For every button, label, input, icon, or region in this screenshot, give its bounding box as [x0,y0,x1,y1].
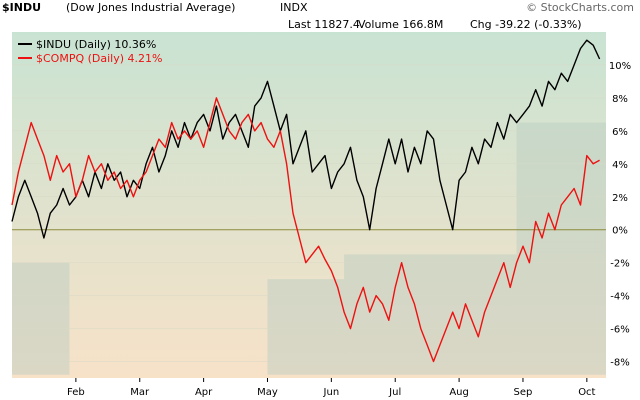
x-tick-label: Feb [67,387,85,398]
x-tick-label: Jul [388,387,401,398]
volume-readout: Volume 166.8M [358,18,444,31]
series-line-0 [11,39,601,239]
band-2 [344,254,517,375]
brand-logo: © StockCharts.com [526,1,634,14]
x-axis: Feb Mar Apr May Jun Jul Aug Sep Oct [67,378,596,398]
y-tick-label: -4% [610,292,629,303]
y-tick-label: 2% [612,193,628,204]
y-tick-label: -2% [610,259,629,270]
x-tick-label: Jun [323,387,340,398]
index-title: (Dow Jones Industrial Average) [66,1,236,14]
x-tick-label: Mar [130,387,150,398]
change-readout: Chg -39.22 (-0.33%) [470,18,582,31]
band-0 [12,262,70,375]
symbol-label: $INDU [2,1,42,14]
chart-header: $INDU (Dow Jones Industrial Average) IND… [0,0,640,32]
band-3 [516,122,606,375]
y-tick-label: 4% [612,160,628,171]
y-tick-label: 6% [612,127,628,138]
y-tick-label: -8% [610,358,629,369]
x-tick-label: Sep [514,387,533,398]
legend-entry-compq: $COMPQ (Daily) 4.21% [36,52,162,65]
y-axis: 10% 8% 6% 4% 2% 0% -2% -4% -6% -8% [609,61,631,369]
y-tick-label: 8% [612,94,628,105]
band-1 [267,279,345,375]
legend-entry-indu: $INDU (Daily) 10.36% [36,38,156,51]
y-tick-label: -6% [610,325,629,336]
series-lines [11,39,601,363]
x-tick-label: Aug [449,387,469,398]
x-tick-label: Oct [578,387,595,398]
last-price: Last 11827.4 [288,18,360,31]
legend: $INDU (Daily) 10.36% $COMPQ (Daily) 4.21… [18,38,162,65]
series-line-1 [11,97,600,363]
x-tick-label: Apr [195,387,213,398]
plot-background [12,32,606,378]
y-tick-label: 0% [612,226,628,237]
x-tick-label: May [257,387,278,398]
exchange-label: INDX [280,1,308,14]
y-tick-label: 10% [609,61,631,72]
